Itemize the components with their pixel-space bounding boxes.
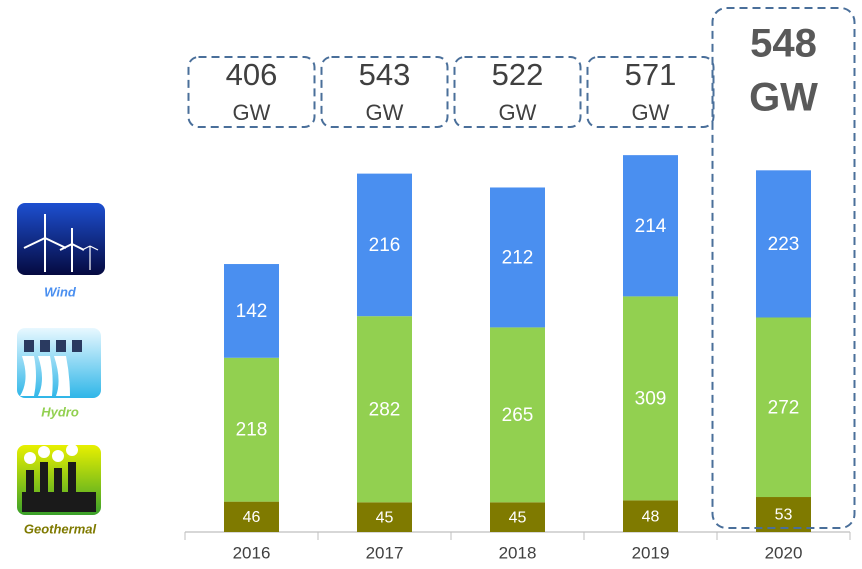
- x-tick-label: 2016: [233, 543, 271, 562]
- value-label: 48: [642, 508, 660, 525]
- geothermal-icon: [17, 444, 101, 515]
- value-label: 142: [236, 301, 268, 322]
- bar-segment: [357, 173, 412, 317]
- value-label: 53: [775, 507, 793, 524]
- value-label: 212: [502, 247, 534, 268]
- value-label: 265: [502, 405, 534, 426]
- legend-label: Wind: [44, 284, 77, 299]
- total-box: [453, 56, 582, 128]
- value-label: 214: [635, 216, 667, 237]
- total-label: 571: [625, 57, 677, 92]
- bar-segment: [490, 327, 545, 503]
- value-label: 218: [236, 420, 268, 441]
- legend-label: Hydro: [41, 404, 79, 419]
- bar-segment: [224, 264, 279, 358]
- bar-segment: [756, 497, 811, 532]
- total-box: [187, 56, 316, 128]
- total-box: [320, 56, 449, 128]
- x-tick-label: 2017: [366, 543, 404, 562]
- bar-segment: [756, 170, 811, 318]
- bar-segment: [623, 155, 678, 297]
- bar-segment: [357, 502, 412, 532]
- value-label: 272: [768, 397, 800, 418]
- bar-segment: [623, 296, 678, 501]
- total-unit: GW: [632, 100, 670, 125]
- value-label: 45: [509, 509, 527, 526]
- hydro-icon: [17, 328, 101, 398]
- total-unit: GW: [233, 100, 271, 125]
- bar-segment: [224, 357, 279, 502]
- total-unit: GW: [366, 100, 404, 125]
- legend-label: Geothermal: [24, 521, 97, 536]
- value-label: 309: [635, 388, 667, 409]
- wind-icon: [17, 203, 105, 275]
- bar-segment: [623, 500, 678, 532]
- bar-segment: [224, 501, 279, 532]
- total-label: 548: [750, 22, 817, 66]
- total-box: [586, 56, 715, 128]
- value-label: 45: [376, 509, 394, 526]
- value-label: 46: [243, 509, 261, 526]
- total-label: 522: [492, 57, 544, 92]
- highlight-box: [711, 7, 856, 529]
- x-tick-label: 2020: [765, 543, 803, 562]
- total-label: 406: [226, 57, 278, 92]
- total-unit: GW: [499, 100, 537, 125]
- x-tick-label: 2018: [499, 543, 537, 562]
- x-tick-label: 2019: [632, 543, 670, 562]
- total-label: 543: [359, 57, 411, 92]
- bar-segment: [756, 317, 811, 498]
- value-label: 282: [369, 399, 401, 420]
- value-label: 216: [369, 235, 401, 256]
- total-unit: GW: [749, 76, 818, 120]
- bar-segment: [490, 502, 545, 532]
- bar-segment: [490, 187, 545, 328]
- bar-segment: [357, 316, 412, 503]
- value-label: 223: [768, 234, 800, 255]
